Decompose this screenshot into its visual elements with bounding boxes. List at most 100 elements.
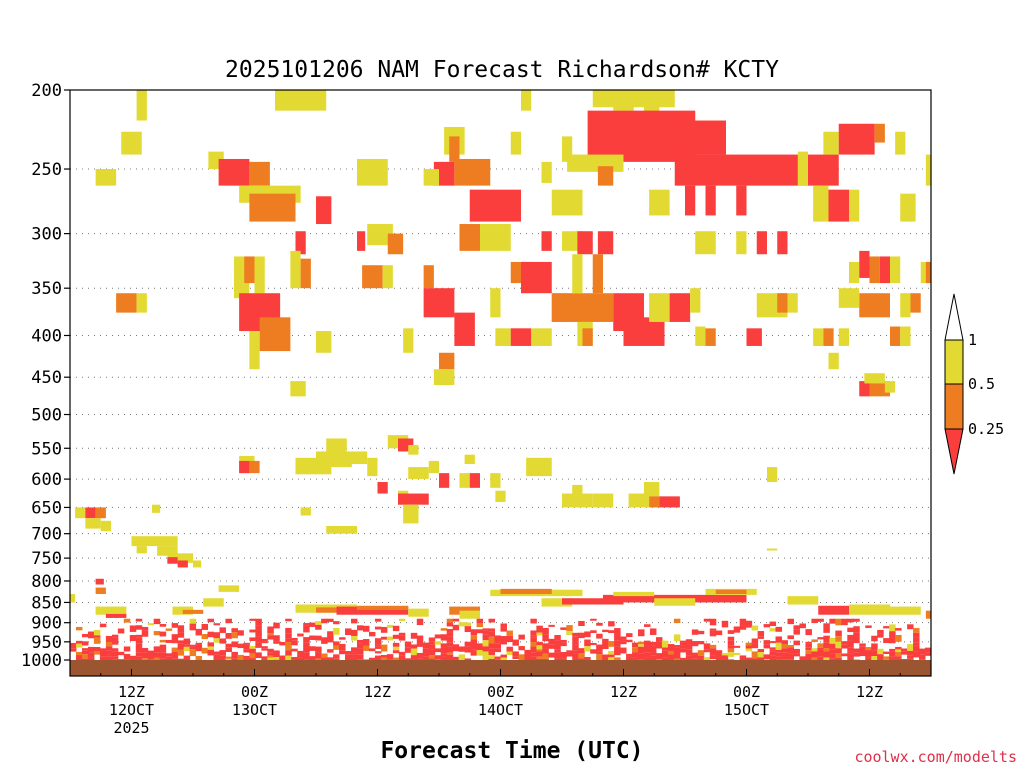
ri-cell	[357, 643, 364, 649]
ri-cell	[380, 636, 388, 640]
ri-cell	[751, 625, 759, 631]
ri-cell	[303, 652, 310, 660]
ri-cell	[763, 624, 771, 628]
ri-cell	[541, 161, 552, 183]
ri-cell	[787, 653, 794, 660]
ri-cell	[877, 633, 884, 638]
ri-cell	[597, 231, 614, 255]
ri-cell	[315, 658, 322, 661]
ri-cell	[703, 657, 711, 661]
ri-cell	[423, 288, 455, 318]
ri-cell	[452, 624, 460, 631]
ri-cell	[562, 598, 624, 605]
x-tick-label: 00Z	[487, 683, 514, 701]
ri-cell	[767, 467, 778, 483]
ri-cell	[554, 640, 561, 645]
ri-cell	[919, 648, 926, 655]
ri-cell	[877, 648, 884, 655]
ri-cell	[823, 623, 830, 627]
ri-cell	[439, 352, 455, 370]
ri-cell	[121, 131, 142, 155]
ri-cell	[182, 609, 204, 614]
ri-cell	[309, 656, 316, 662]
ri-cell	[295, 231, 306, 255]
ri-cell	[464, 658, 472, 662]
ri-cell	[398, 493, 429, 505]
ri-cell	[781, 640, 788, 645]
ri-cell	[249, 161, 270, 186]
ri-cell	[705, 328, 716, 346]
ri-cell	[805, 643, 812, 648]
ri-cell	[273, 635, 280, 642]
ri-cell	[551, 189, 583, 216]
ri-cell	[895, 656, 902, 659]
ri-cell	[751, 651, 759, 659]
chart-title: 2025101206 NAM Forecast Richardson# KCTY	[225, 57, 779, 83]
ri-cell	[374, 646, 382, 649]
ri-cell	[536, 632, 543, 636]
ri-cell	[273, 641, 280, 644]
ri-cell	[255, 652, 262, 659]
ri-cell	[244, 256, 255, 284]
ri-cell	[273, 657, 280, 660]
ri-cell	[117, 628, 125, 634]
ri-cell	[757, 631, 765, 637]
ri-cell	[679, 642, 687, 646]
ri-cell	[362, 639, 370, 646]
ri-cell	[649, 641, 657, 646]
ri-cell	[357, 654, 364, 660]
ri-cell	[521, 261, 552, 294]
ri-cell	[440, 656, 448, 663]
ri-cell	[679, 640, 687, 643]
ri-cell	[357, 648, 364, 655]
ri-cell	[775, 636, 783, 643]
ri-cell	[817, 637, 824, 640]
ri-cell	[434, 641, 442, 645]
ri-cell	[494, 635, 501, 642]
ri-cell	[458, 622, 466, 627]
ri-cell	[655, 641, 663, 649]
ri-cell	[255, 642, 262, 648]
ri-cell	[374, 626, 382, 630]
ri-cell	[835, 641, 842, 649]
ri-cell	[695, 326, 706, 346]
ri-cell	[231, 651, 238, 659]
ri-cell	[890, 326, 901, 346]
ri-cell	[490, 473, 501, 488]
ri-cell	[907, 624, 914, 630]
ri-cell	[554, 644, 561, 650]
ri-cell	[853, 636, 860, 644]
ri-cell	[890, 256, 901, 284]
ri-cell	[392, 634, 400, 639]
ri-cell	[225, 647, 232, 652]
ri-cell	[231, 628, 238, 633]
ri-cell	[159, 644, 167, 651]
ri-cell	[518, 654, 525, 661]
ri-cell	[530, 656, 537, 661]
ri-cell	[567, 154, 624, 172]
ri-cell	[596, 651, 603, 655]
ri-cell	[590, 649, 597, 654]
ri-cell	[309, 646, 316, 651]
ri-cell	[667, 650, 675, 655]
ri-cell	[303, 637, 310, 643]
ri-cell	[506, 646, 513, 652]
ri-cell	[189, 618, 197, 624]
ri-cell	[333, 645, 340, 650]
ri-cell	[691, 629, 699, 635]
ri-cell	[81, 633, 89, 638]
ri-cell	[141, 652, 149, 659]
ri-cell	[739, 618, 747, 626]
ri-cell	[152, 504, 161, 513]
ri-cell	[590, 643, 597, 646]
ri-cell	[542, 653, 549, 659]
ri-cell	[530, 630, 537, 636]
ri-cell	[219, 650, 226, 656]
ri-cell	[733, 652, 741, 655]
ri-cell	[799, 623, 806, 629]
ri-cell	[488, 643, 496, 649]
ri-cell	[452, 656, 460, 663]
ri-cell	[900, 193, 916, 222]
ri-cell	[398, 651, 406, 656]
ri-cell	[584, 646, 591, 652]
